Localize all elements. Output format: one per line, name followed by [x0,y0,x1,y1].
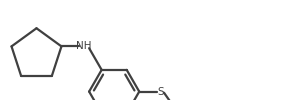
Text: NH: NH [76,41,92,51]
Text: S: S [157,87,164,97]
